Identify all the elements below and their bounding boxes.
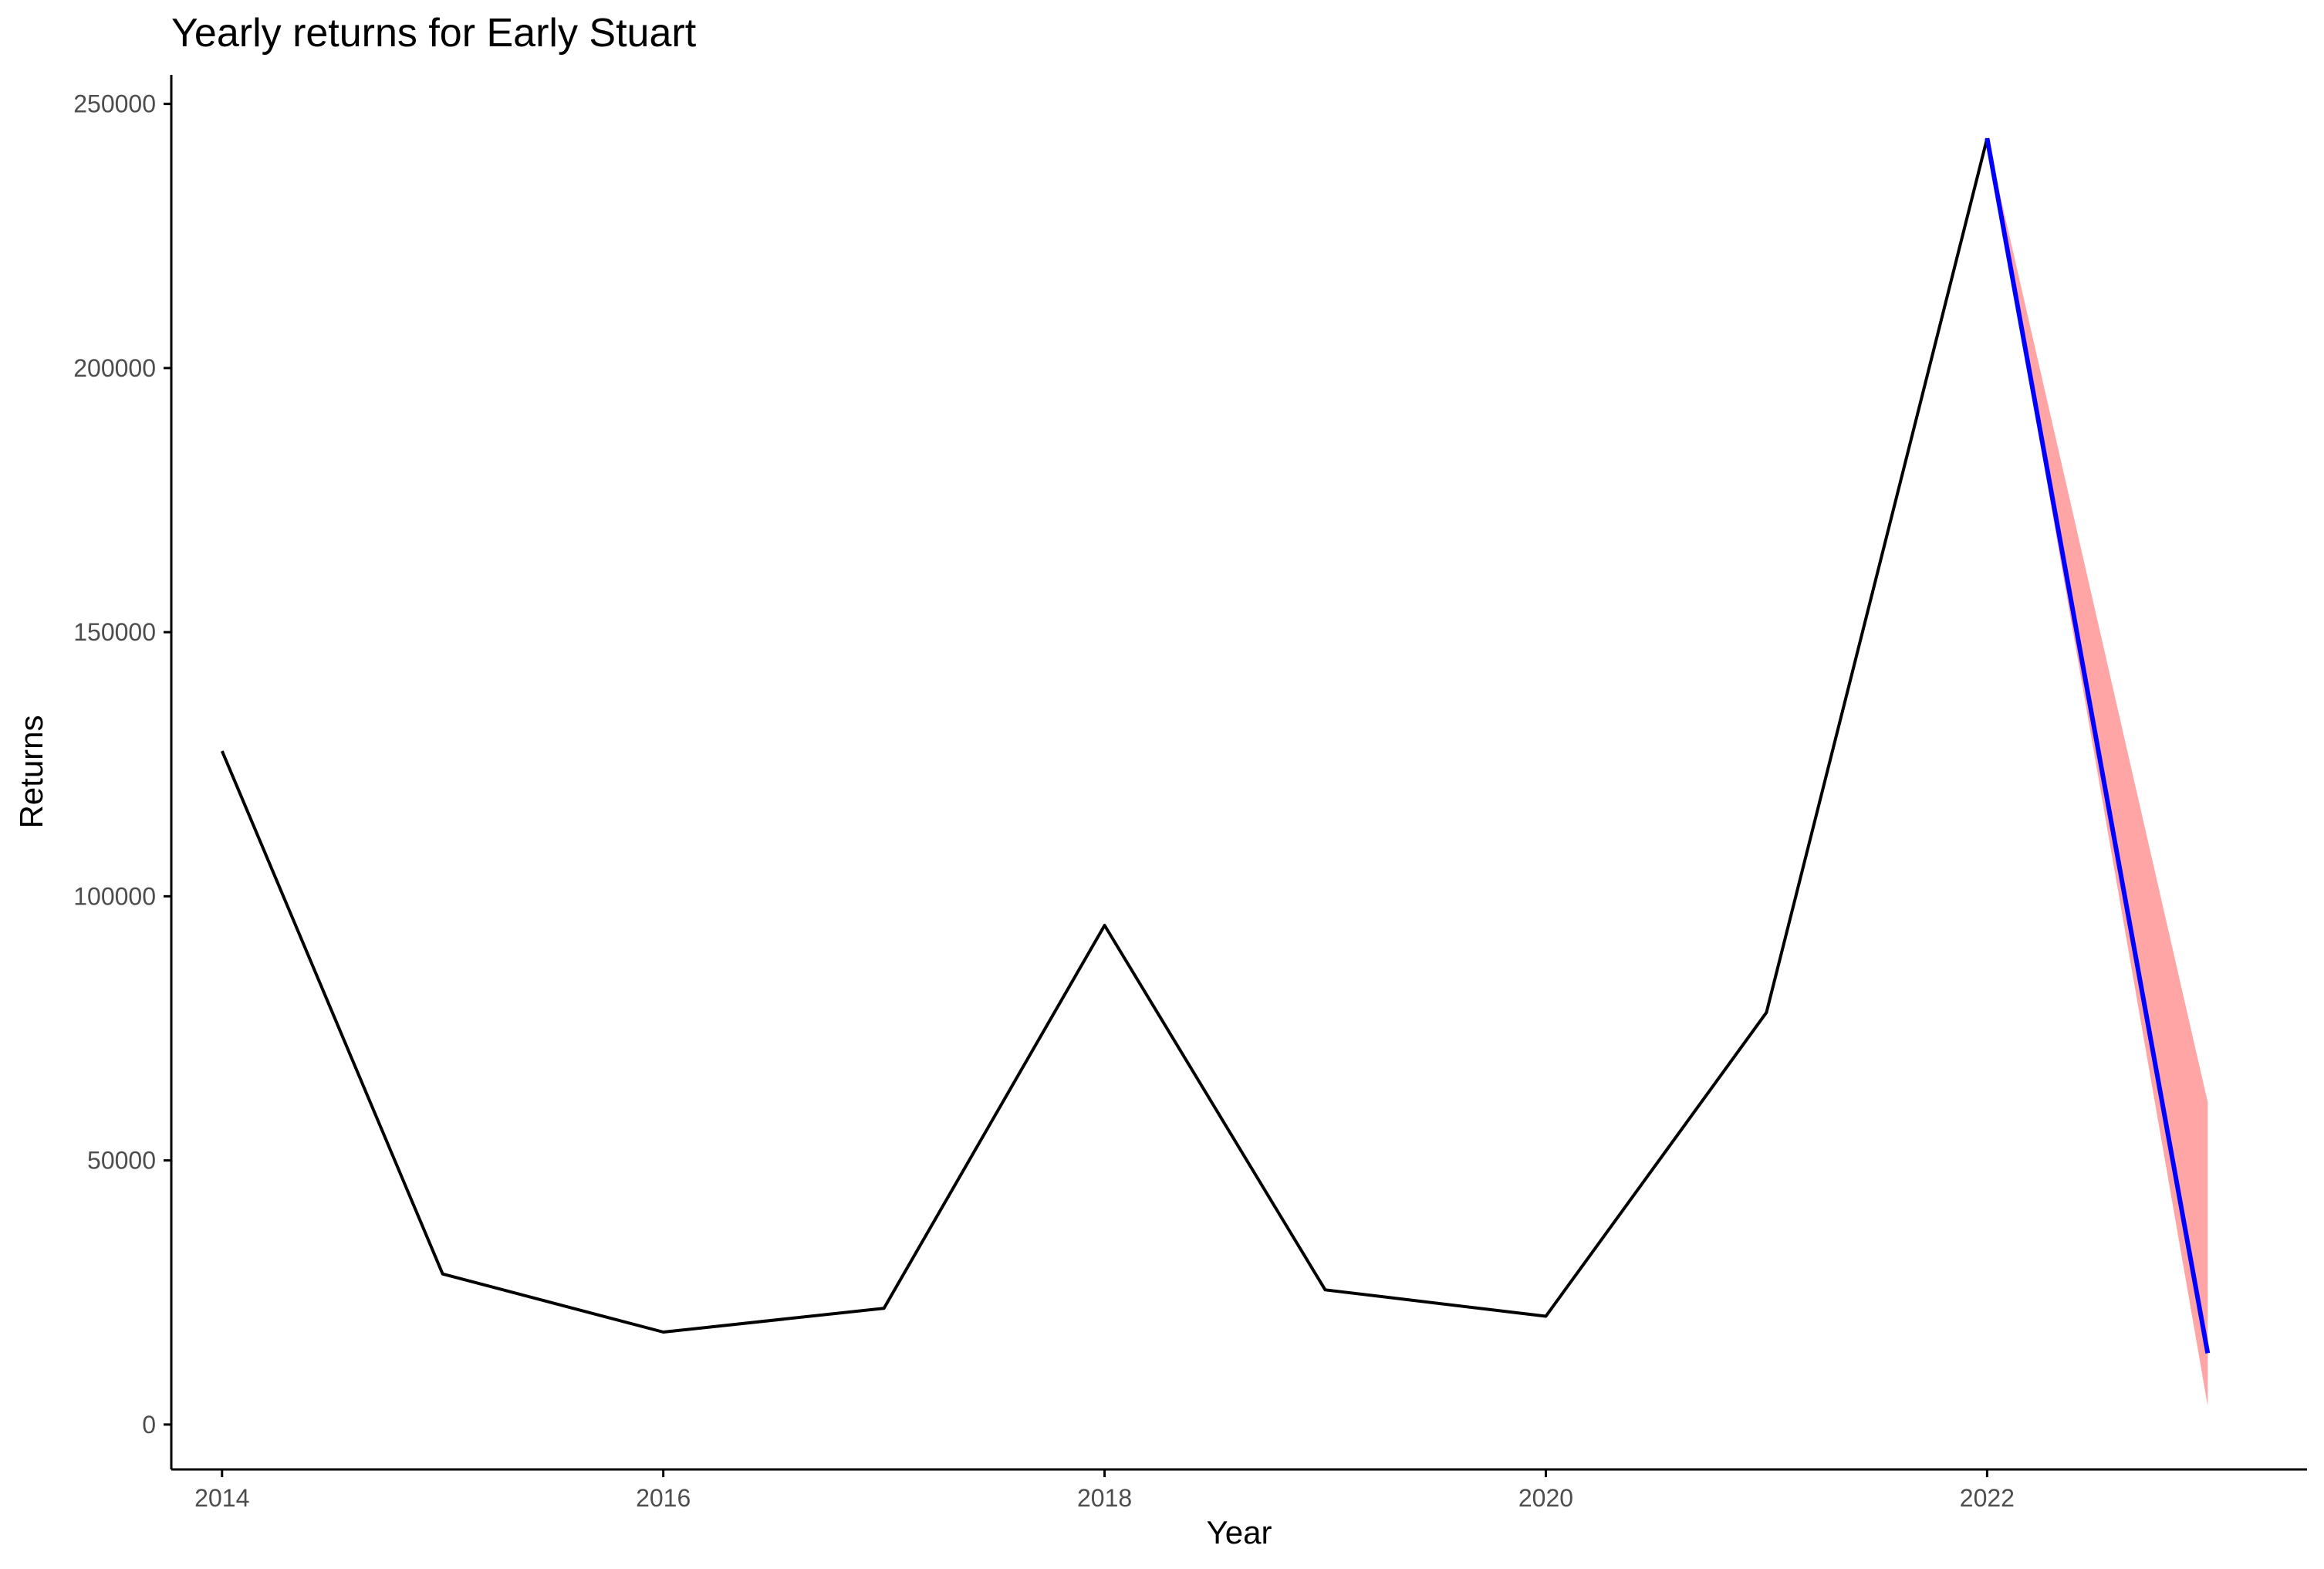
chart-title: Yearly returns for Early Stuart — [171, 11, 697, 56]
y-tick-label: 200000 — [73, 354, 156, 382]
x-tick-label: 2020 — [1518, 1484, 1573, 1512]
y-tick-label: 100000 — [73, 882, 156, 910]
x-tick-label: 2018 — [1077, 1484, 1132, 1512]
plot-area — [220, 137, 2211, 1406]
x-tick-label: 2014 — [194, 1484, 249, 1512]
y-axis-title: Returns — [13, 715, 49, 828]
series-line-1 — [220, 137, 1989, 1334]
y-tick-label: 250000 — [73, 90, 156, 118]
y-tick-label: 150000 — [73, 618, 156, 646]
confidence-band-1 — [1987, 138, 2208, 1406]
series-layer — [220, 137, 2211, 1354]
series-line-2 — [1985, 137, 2211, 1354]
confidence-band-layer — [1987, 138, 2208, 1406]
x-axis-title: Year — [1207, 1514, 1272, 1550]
x-tick-label: 2016 — [636, 1484, 691, 1512]
y-tick-label: 50000 — [87, 1147, 156, 1175]
x-tick-label: 2022 — [1960, 1484, 2015, 1512]
y-tick-label: 0 — [142, 1411, 156, 1439]
y-axis-ticks: 0 50000 100000 150000 200000 250000 — [73, 90, 171, 1439]
x-axis-ticks: 2014 2016 2018 2020 2022 — [194, 1469, 2015, 1512]
